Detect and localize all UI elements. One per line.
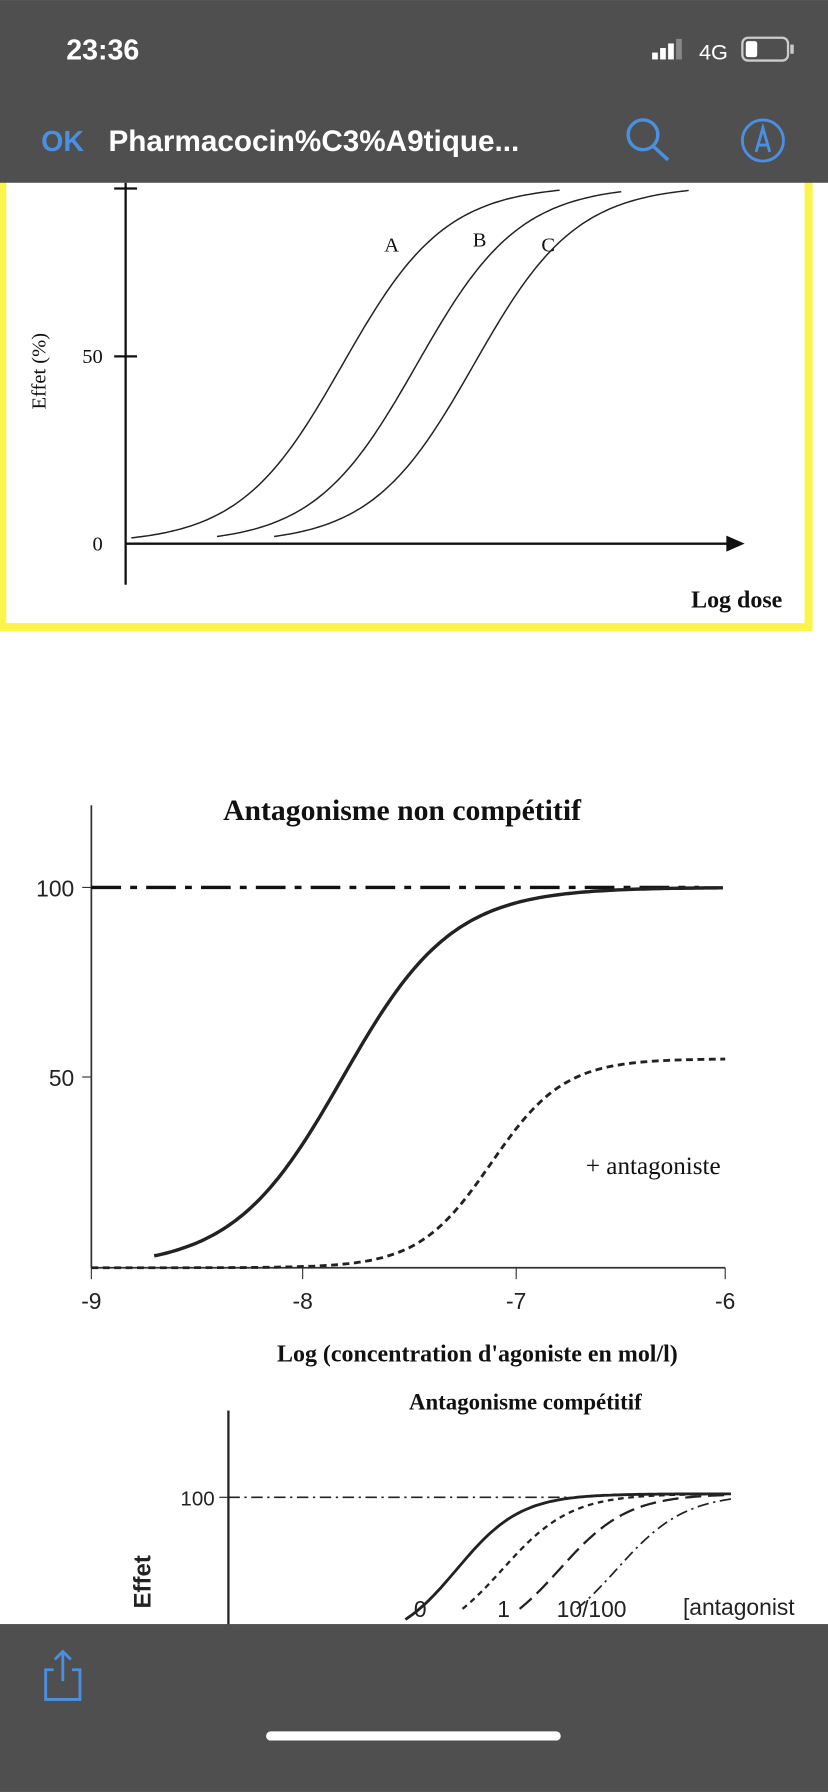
bottom-toolbar <box>0 1624 828 1792</box>
figure-1: Effet (%) 50 0 Log dose A B C <box>0 167 813 632</box>
document-title: Pharmacocin%C3%A9tique... <box>108 125 519 158</box>
search-button[interactable] <box>626 118 670 162</box>
y-tick-label: 100 <box>180 1487 214 1510</box>
curve <box>518 1493 729 1610</box>
curve <box>91 1057 726 1270</box>
curves <box>91 189 732 1621</box>
figure-title: Antagonisme non compétitif <box>223 795 582 827</box>
y-tick-label: 50 <box>49 1065 74 1091</box>
curve <box>131 189 560 539</box>
x-axis-label: Log (concentration d'agoniste en mol/l) <box>277 1341 678 1367</box>
done-button[interactable]: OK <box>41 126 84 158</box>
curve <box>153 886 723 1258</box>
y-axis-label: Effet (%) <box>29 333 51 410</box>
curve-label: 1 <box>497 1596 510 1622</box>
curve-label: B <box>473 230 487 252</box>
signal-icon <box>652 38 682 60</box>
curve <box>273 189 689 538</box>
curve <box>461 1492 730 1610</box>
x-tick-label: -7 <box>506 1288 526 1314</box>
x-tick-label: -9 <box>81 1288 101 1314</box>
y-tick-label: 100 <box>36 876 74 902</box>
figure-3: Antagonisme compétitif 100 Effet 0 1 10/… <box>130 1389 795 1634</box>
figure-frame <box>0 167 813 632</box>
curve-label: 10/100 <box>557 1596 627 1622</box>
status-time: 23:36 <box>66 34 139 66</box>
y-tick-label: 0 <box>93 534 103 556</box>
curve <box>216 190 622 538</box>
x-tick-label: -6 <box>715 1288 735 1314</box>
x-tick-label: -8 <box>292 1288 312 1314</box>
curve-label: [antagonist <box>683 1594 795 1620</box>
home-indicator <box>266 1731 561 1741</box>
top-bar <box>0 0 828 183</box>
share-button[interactable] <box>44 1649 82 1701</box>
curve <box>576 1498 732 1610</box>
network-label: 4G <box>699 39 728 64</box>
y-tick-label: 50 <box>82 346 103 368</box>
figure-title: Antagonisme compétitif <box>409 1389 642 1414</box>
curve-label: A <box>384 234 399 256</box>
y-axis-label: Effet <box>130 1555 157 1608</box>
battery-icon <box>741 36 794 62</box>
x-axis-label: Log dose <box>691 588 783 614</box>
axis-arrow <box>726 535 745 552</box>
markup-button[interactable] <box>740 118 785 163</box>
curve <box>404 1492 731 1621</box>
curve-label: + antagoniste <box>586 1153 721 1180</box>
